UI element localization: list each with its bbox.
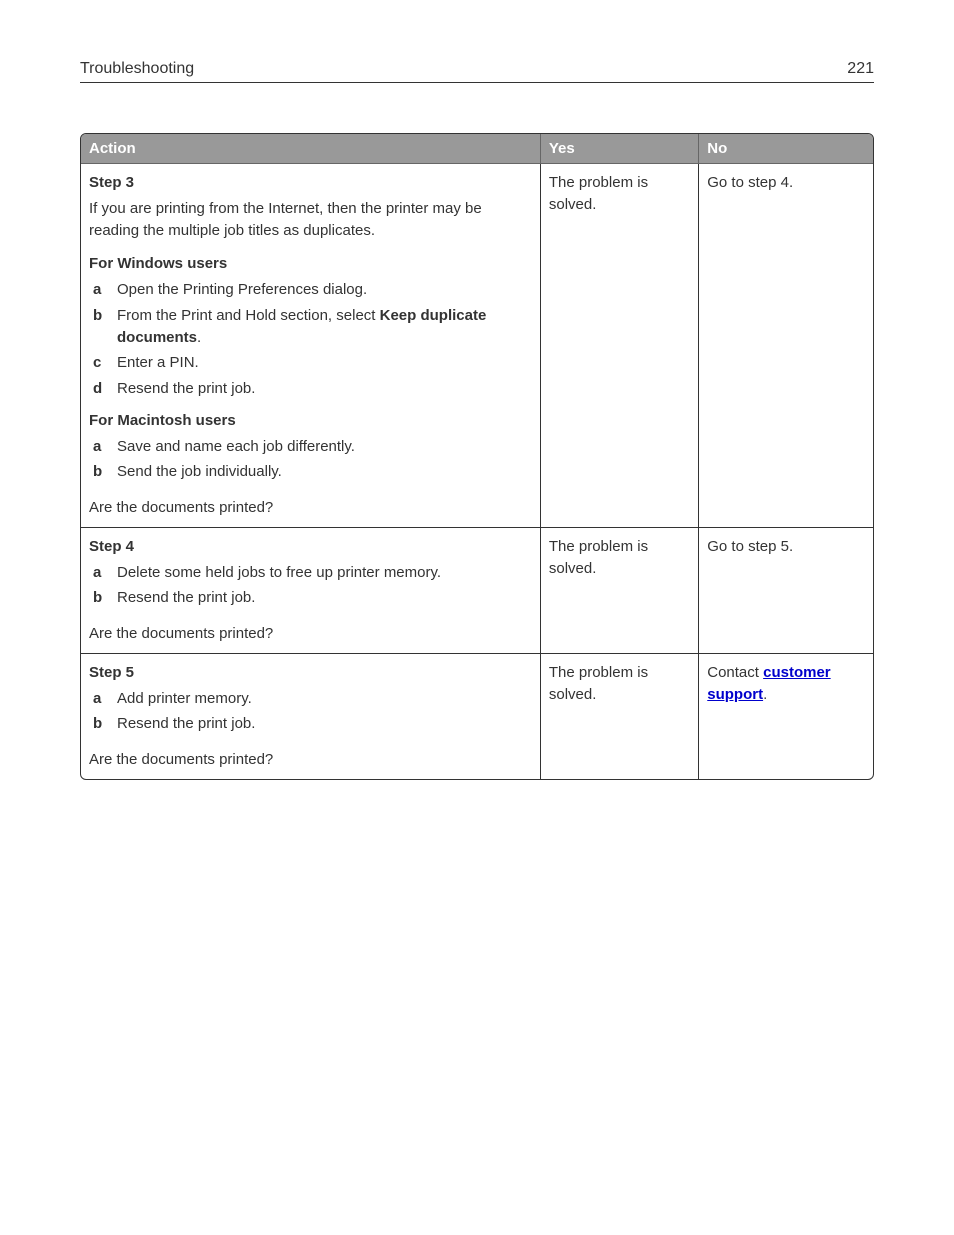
no-cell: Contact customer support. (699, 653, 873, 779)
list-item-text: Resend the print job. (117, 715, 255, 732)
list-item-text: Resend the print job. (117, 589, 255, 606)
list-item-text: Save and name each job differently. (117, 438, 355, 455)
list-marker: c (93, 352, 101, 374)
step-title: Step 5 (89, 662, 532, 684)
page-number: 221 (847, 60, 874, 78)
yes-cell: The problem is solved. (540, 164, 698, 528)
list-marker: a (93, 279, 101, 301)
no-cell: Go to step 5. (699, 527, 873, 653)
action-cell: Step 4 a Delete some held jobs to free up … (81, 527, 540, 653)
list-item: b Resend the print job. (89, 587, 532, 609)
section-title: Troubleshooting (80, 60, 194, 78)
intro-text: If you are printing from the Internet, t… (89, 198, 532, 242)
list-item-text: From the Print and Hold section, select … (117, 307, 486, 346)
list-marker: b (93, 713, 102, 735)
list-item: a Delete some held jobs to free up printe… (89, 562, 532, 584)
no-cell: Go to step 4. (699, 164, 873, 528)
list-marker: b (93, 461, 102, 483)
document-page: Troubleshooting 221 Action Yes No Step 3… (0, 0, 954, 820)
col-header-action: Action (81, 134, 540, 164)
list-item: b Resend the print job. (89, 713, 532, 735)
page-header: Troubleshooting 221 (80, 60, 874, 83)
ordered-list: a Add printer memory. b Resend the print jo… (89, 688, 532, 736)
table-row: Step 4 a Delete some held jobs to free up … (81, 527, 873, 653)
step-title: Step 4 (89, 536, 532, 558)
troubleshoot-table: Action Yes No Step 3 If you are printing … (81, 134, 873, 779)
col-header-yes: Yes (540, 134, 698, 164)
list-item: a Open the Printing Preferences dialog. (89, 279, 532, 301)
ordered-list: a Save and name each job differently. b Sen… (89, 436, 532, 484)
list-item-text: Resend the print job. (117, 380, 255, 397)
table-body: Step 3 If you are printing from the Inter… (81, 164, 873, 779)
sub-heading: For Windows users (89, 253, 532, 275)
list-item-text: Send the job individually. (117, 463, 282, 480)
list-item-text: Add printer memory. (117, 690, 252, 707)
yes-cell: The problem is solved. (540, 653, 698, 779)
list-marker: d (93, 378, 102, 400)
yes-cell: The problem is solved. (540, 527, 698, 653)
list-marker: b (93, 305, 102, 327)
sub-heading: For Macintosh users (89, 410, 532, 432)
list-item-text: Delete some held jobs to free up printer… (117, 564, 441, 581)
list-marker: b (93, 587, 102, 609)
action-cell: Step 3 If you are printing from the Inter… (81, 164, 540, 528)
list-marker: a (93, 562, 101, 584)
question-text: Are the documents printed? (89, 623, 532, 645)
ordered-list: a Open the Printing Preferences dialog. bF… (89, 279, 532, 400)
list-marker: a (93, 436, 101, 458)
list-item-text: Open the Printing Preferences dialog. (117, 281, 367, 298)
troubleshoot-table-wrapper: Action Yes No Step 3 If you are printing … (80, 133, 874, 780)
list-item: a Add printer memory. (89, 688, 532, 710)
table-row: Step 5 a Add printer memory. b Resend the pr… (81, 653, 873, 779)
col-header-no: No (699, 134, 873, 164)
list-item: b Send the job individually. (89, 461, 532, 483)
question-text: Are the documents printed? (89, 749, 532, 771)
list-item-text: Enter a PIN. (117, 354, 199, 371)
list-marker: a (93, 688, 101, 710)
list-item: b From the Print and Hold section, select… (89, 305, 532, 349)
action-cell: Step 5 a Add printer memory. b Resend the pr… (81, 653, 540, 779)
table-row: Step 3 If you are printing from the Inter… (81, 164, 873, 528)
list-item: a Save and name each job differently. (89, 436, 532, 458)
question-text: Are the documents printed? (89, 497, 532, 519)
list-item: c Enter a PIN. (89, 352, 532, 374)
list-item: d Resend the print job. (89, 378, 532, 400)
ordered-list: a Delete some held jobs to free up printe… (89, 562, 532, 610)
step-title: Step 3 (89, 172, 532, 194)
